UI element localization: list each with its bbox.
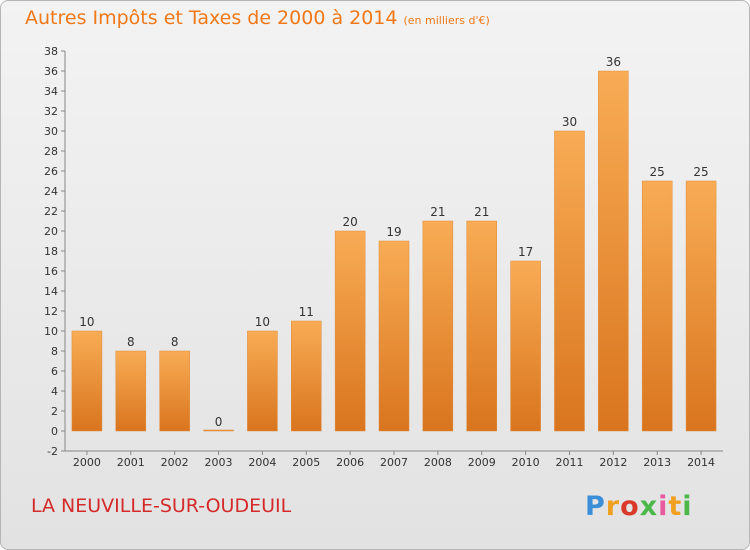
x-tick-label: 2010	[512, 456, 540, 469]
bar	[203, 429, 234, 432]
y-tick-label: 4	[51, 385, 58, 398]
chart-title-text: Autres Impôts et Taxes de 2000 à 2014	[25, 7, 398, 29]
y-tick-label: 22	[44, 205, 58, 218]
y-tick-label: 12	[44, 305, 58, 318]
proxiti-logo: Proxiti	[585, 491, 693, 522]
y-tick-label: 2	[51, 405, 58, 418]
y-tick-label: 18	[44, 245, 58, 258]
axes: -202468101214161820222426283032343638200…	[44, 45, 723, 469]
x-tick-label: 2006	[336, 456, 364, 469]
y-tick-label: 16	[44, 265, 58, 278]
y-tick-label: 20	[44, 225, 58, 238]
bar	[422, 220, 454, 432]
x-tick-label: 2008	[424, 456, 452, 469]
data-label: 21	[474, 205, 489, 219]
data-label: 36	[606, 55, 621, 69]
x-tick-label: 2000	[73, 456, 101, 469]
logo-letter: P	[585, 491, 606, 522]
y-tick-label: 6	[51, 365, 58, 378]
data-label: 10	[79, 315, 94, 329]
y-tick-label: 10	[44, 325, 58, 338]
logo-letter: r	[605, 491, 621, 522]
bar	[247, 330, 278, 432]
x-tick-label: 2013	[643, 456, 671, 469]
logo-letter: i	[682, 491, 693, 522]
x-tick-label: 2005	[292, 456, 320, 469]
data-label: 25	[650, 165, 665, 179]
logo-letter: i	[658, 491, 669, 522]
data-label: 8	[171, 335, 179, 349]
bar	[685, 180, 717, 432]
y-tick-label: 14	[44, 285, 58, 298]
data-label: 11	[299, 305, 314, 319]
y-tick-label: 0	[51, 425, 58, 438]
data-label: 17	[518, 245, 533, 259]
y-tick-label: 30	[44, 125, 58, 138]
y-tick-label: 34	[44, 85, 58, 98]
x-tick-label: 2002	[161, 456, 189, 469]
y-tick-label: -2	[47, 445, 58, 458]
bar	[159, 350, 190, 432]
data-label: 25	[693, 165, 708, 179]
bar	[598, 70, 629, 432]
data-label: 8	[127, 335, 135, 349]
y-tick-label: 28	[44, 145, 58, 158]
x-tick-label: 2003	[205, 456, 233, 469]
logo-letter: x	[639, 491, 659, 522]
y-tick-label: 8	[51, 345, 58, 358]
bar	[334, 230, 366, 432]
bar	[291, 320, 322, 432]
x-tick-label: 2012	[599, 456, 627, 469]
x-tick-label: 2009	[468, 456, 496, 469]
logo-letter: t	[668, 491, 683, 522]
x-tick-label: 2014	[687, 456, 715, 469]
bars	[71, 70, 717, 432]
bar	[466, 220, 497, 432]
bar	[71, 330, 103, 432]
data-label: 19	[386, 225, 401, 239]
bar	[554, 130, 585, 432]
x-tick-label: 2007	[380, 456, 408, 469]
y-tick-label: 26	[44, 165, 58, 178]
commune-name: LA NEUVILLE-SUR-OUDEUIL	[31, 495, 292, 517]
bar	[641, 180, 673, 432]
logo-letter: o	[620, 491, 640, 522]
data-label: 30	[562, 115, 577, 129]
data-label: 20	[342, 215, 357, 229]
y-tick-label: 36	[44, 65, 58, 78]
y-tick-label: 38	[44, 45, 58, 58]
bar	[510, 260, 541, 432]
chart-subtitle: (en milliers d'€)	[403, 14, 490, 27]
x-tick-label: 2001	[117, 456, 145, 469]
y-tick-label: 24	[44, 185, 58, 198]
y-tick-label: 32	[44, 105, 58, 118]
chart-title: Autres Impôts et Taxes de 2000 à 2014 (en…	[25, 7, 490, 29]
bar	[378, 240, 410, 432]
data-label: 10	[255, 315, 270, 329]
x-tick-label: 2004	[248, 456, 276, 469]
data-label: 0	[215, 415, 223, 429]
value-labels: 10 8 8 0 10 11 20 19 21 21 17 30 36 25 25	[79, 55, 708, 429]
data-label: 21	[430, 205, 445, 219]
x-tick-label: 2011	[555, 456, 583, 469]
bar	[115, 350, 147, 432]
